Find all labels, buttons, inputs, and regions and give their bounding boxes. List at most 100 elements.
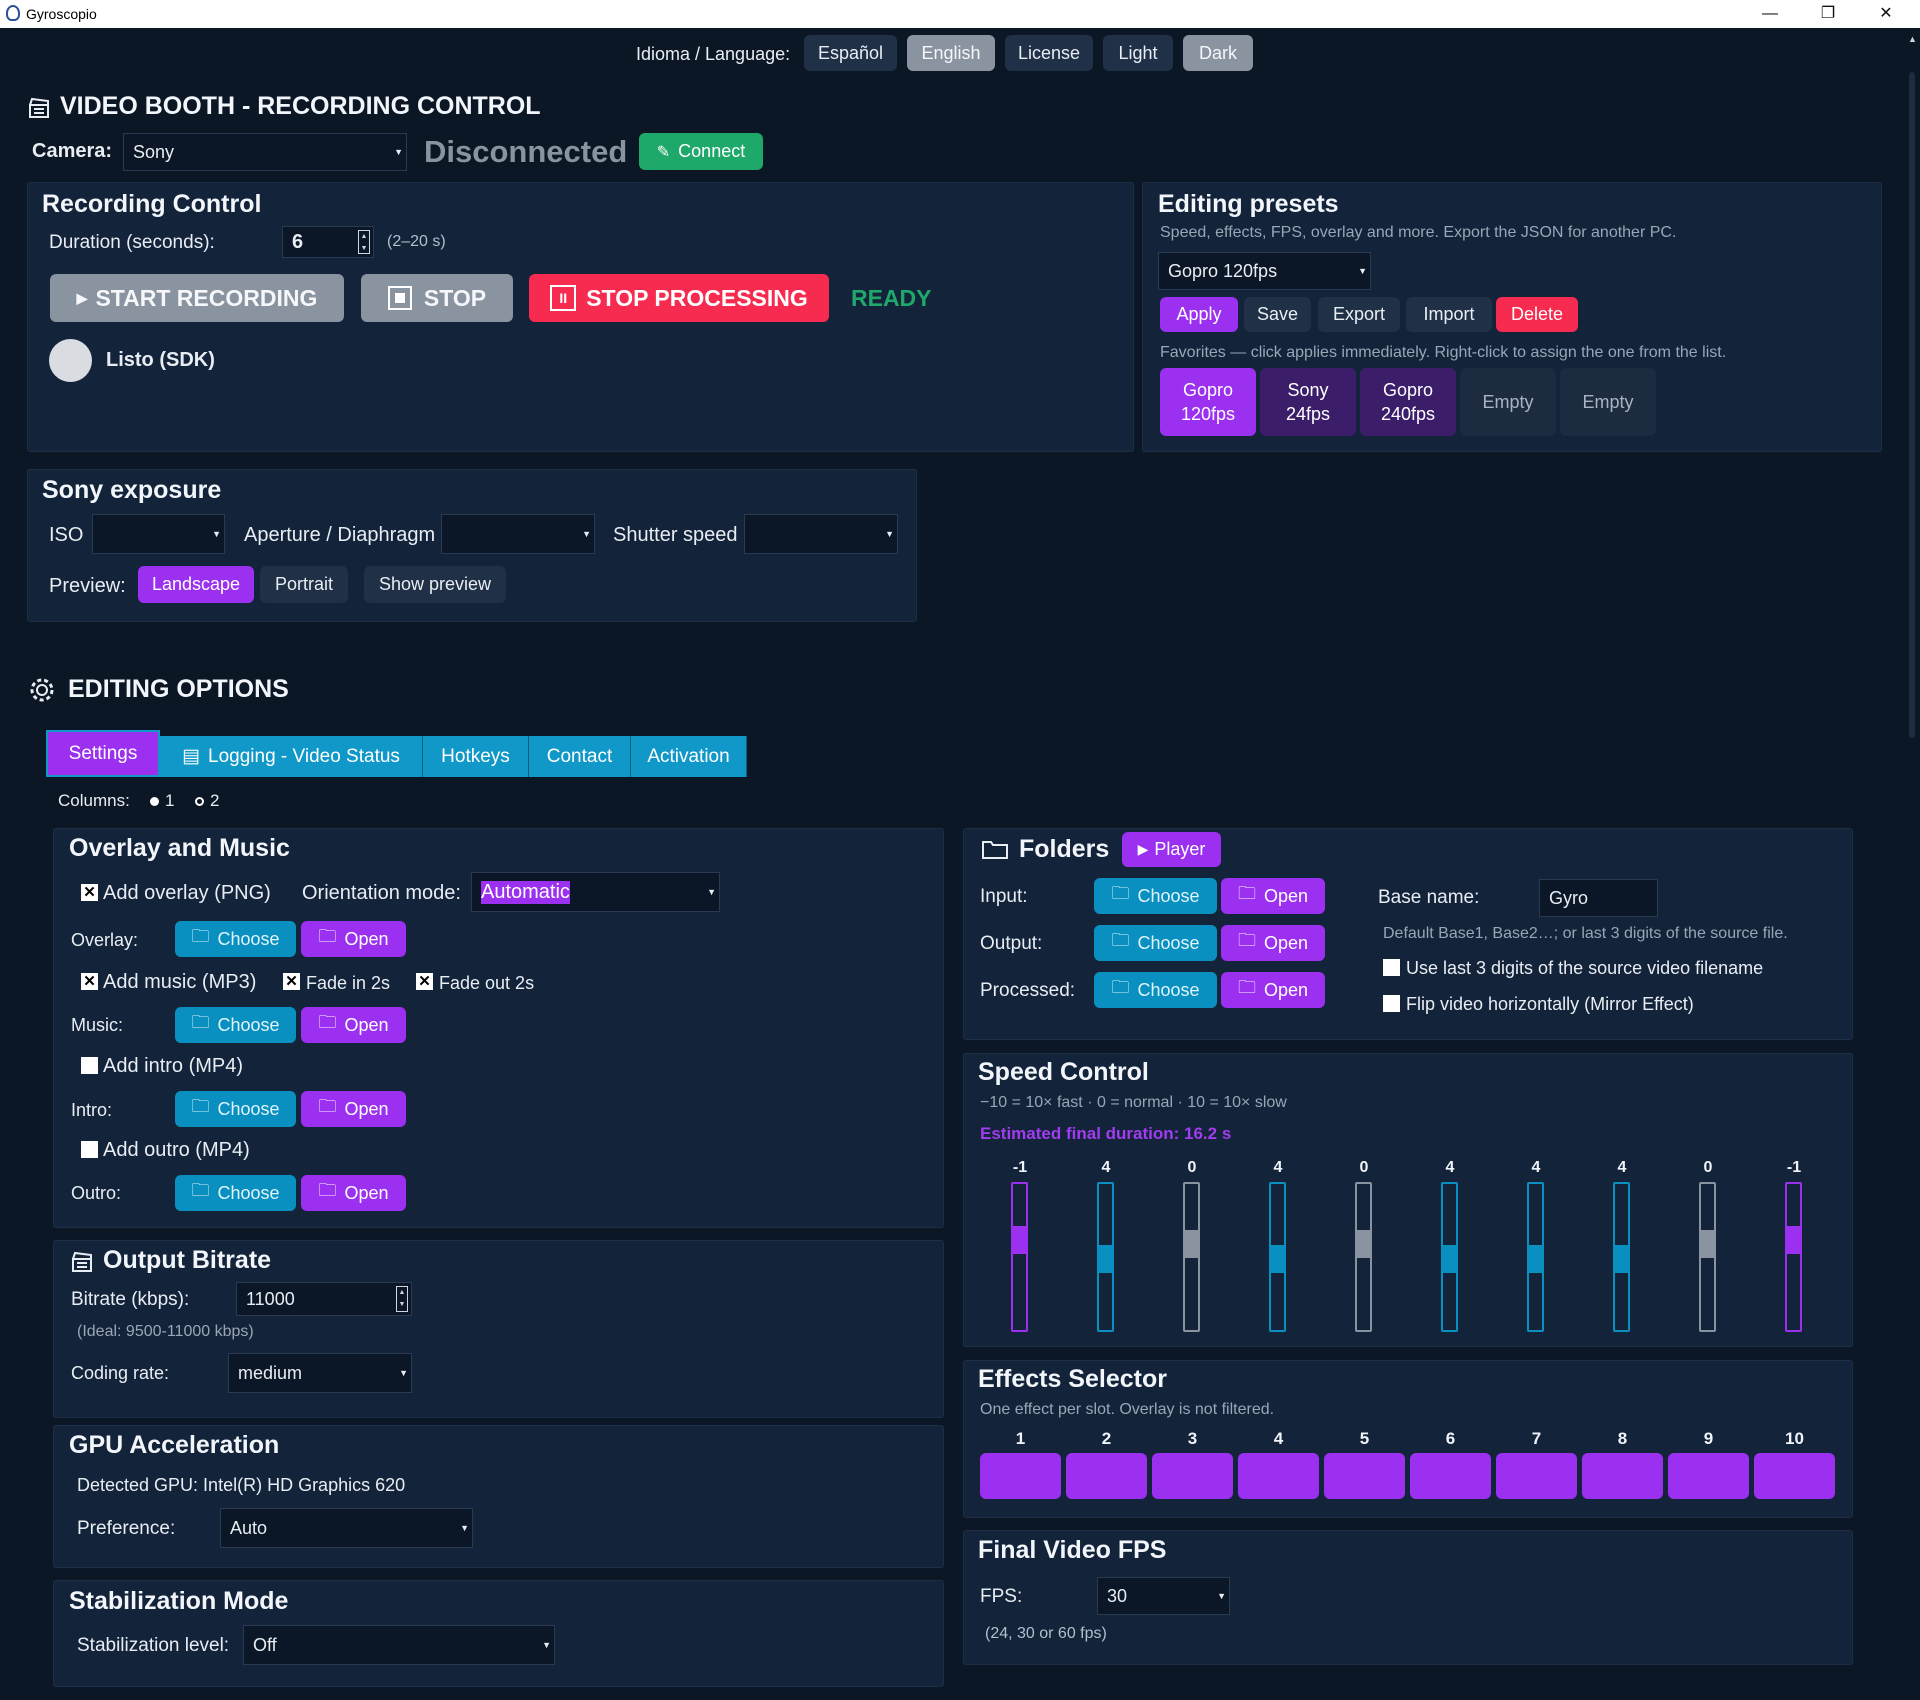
add-intro-checkbox[interactable] bbox=[81, 1057, 98, 1074]
start-recording-button[interactable]: ▶ START RECORDING bbox=[50, 274, 344, 322]
effect-slot-button[interactable] bbox=[1066, 1453, 1147, 1499]
bitrate-input[interactable]: 11000 ▲ ▼ bbox=[236, 1282, 412, 1316]
input-open-button[interactable]: 🗀 Open bbox=[1221, 878, 1325, 914]
preset-delete-button[interactable]: Delete bbox=[1496, 297, 1578, 332]
restore-button[interactable]: ❐ bbox=[1820, 5, 1836, 22]
speed-slider-knob[interactable] bbox=[1443, 1245, 1456, 1273]
base-name-input[interactable]: Gyro bbox=[1539, 879, 1658, 917]
effect-slot-button[interactable] bbox=[1324, 1453, 1405, 1499]
favorite-slot-4[interactable]: Empty bbox=[1460, 368, 1556, 436]
processed-open-button[interactable]: 🗀 Open bbox=[1221, 972, 1325, 1008]
theme-dark-button[interactable]: Dark bbox=[1183, 35, 1253, 71]
minimize-button[interactable]: — bbox=[1762, 5, 1778, 22]
preset-import-button[interactable]: Import bbox=[1406, 297, 1492, 332]
gpu-preference-select[interactable]: Auto ▼ bbox=[220, 1508, 473, 1548]
spinner-arrows-icon[interactable]: ▲ ▼ bbox=[358, 230, 370, 254]
processed-choose-button[interactable]: 🗀 Choose bbox=[1094, 972, 1217, 1008]
input-choose-button[interactable]: 🗀 Choose bbox=[1094, 878, 1217, 914]
tab-activation[interactable]: Activation bbox=[631, 736, 747, 777]
shutter-select[interactable]: ▼ bbox=[744, 514, 898, 554]
stop-button[interactable]: STOP bbox=[361, 274, 513, 322]
preset-save-button[interactable]: Save bbox=[1244, 297, 1311, 332]
output-choose-button[interactable]: 🗀 Choose bbox=[1094, 925, 1217, 961]
player-button[interactable]: ▶ Player bbox=[1122, 832, 1221, 867]
effect-slot-button[interactable] bbox=[1668, 1453, 1749, 1499]
close-button[interactable]: ✕ bbox=[1879, 5, 1893, 22]
speed-slider[interactable] bbox=[1097, 1182, 1114, 1332]
speed-slider[interactable] bbox=[1011, 1182, 1028, 1332]
add-music-checkbox[interactable]: ✕ bbox=[81, 973, 98, 990]
tab-hotkeys[interactable]: Hotkeys bbox=[423, 736, 529, 777]
preset-select[interactable]: Gopro 120fps ▼ bbox=[1158, 252, 1371, 290]
speed-slider[interactable] bbox=[1527, 1182, 1544, 1332]
fps-select[interactable]: 30 ▼ bbox=[1097, 1577, 1230, 1615]
effect-slot-button[interactable] bbox=[1754, 1453, 1835, 1499]
effect-slot-button[interactable] bbox=[1410, 1453, 1491, 1499]
fade-in-checkbox[interactable]: ✕ bbox=[283, 973, 300, 990]
outro-open-button[interactable]: 🗀 Open bbox=[301, 1175, 406, 1211]
speed-slider-knob[interactable] bbox=[1099, 1245, 1112, 1273]
effect-slot-button[interactable] bbox=[1152, 1453, 1233, 1499]
speed-slider-knob[interactable] bbox=[1529, 1245, 1542, 1273]
portrait-button[interactable]: Portrait bbox=[260, 566, 348, 603]
last3-digits-checkbox[interactable] bbox=[1383, 959, 1400, 976]
scroll-up-icon[interactable]: ▲ bbox=[1908, 34, 1917, 44]
tab-logging[interactable]: ▤ Logging - Video Status bbox=[160, 736, 423, 777]
intro-choose-button[interactable]: 🗀 Choose bbox=[175, 1091, 296, 1127]
speed-slider[interactable] bbox=[1269, 1182, 1286, 1332]
iso-select[interactable]: ▼ bbox=[92, 514, 225, 554]
speed-slider-knob[interactable] bbox=[1615, 1245, 1628, 1273]
orientation-select[interactable]: Automatic ▼ bbox=[471, 872, 720, 912]
speed-slider[interactable] bbox=[1785, 1182, 1802, 1332]
columns-radio-1[interactable] bbox=[150, 797, 159, 806]
preset-apply-button[interactable]: Apply bbox=[1160, 297, 1238, 332]
effect-slot-button[interactable] bbox=[1238, 1453, 1319, 1499]
intro-open-button[interactable]: 🗀 Open bbox=[301, 1091, 406, 1127]
spinner-arrows-icon[interactable]: ▲ ▼ bbox=[396, 1286, 408, 1312]
favorite-slot-1[interactable]: Gopro 120fps bbox=[1160, 368, 1256, 436]
speed-slider[interactable] bbox=[1613, 1182, 1630, 1332]
speed-slider-knob[interactable] bbox=[1271, 1245, 1284, 1273]
connect-button[interactable]: ✎ Connect bbox=[639, 133, 763, 170]
stabilization-level-select[interactable]: Off ▼ bbox=[243, 1625, 555, 1665]
tab-settings[interactable]: Settings bbox=[46, 730, 160, 777]
music-choose-button[interactable]: 🗀 Choose bbox=[175, 1007, 296, 1043]
stop-processing-button[interactable]: II STOP PROCESSING bbox=[529, 274, 829, 322]
speed-slider[interactable] bbox=[1441, 1182, 1458, 1332]
vertical-scrollbar[interactable]: ▲ bbox=[1904, 28, 1920, 1700]
show-preview-button[interactable]: Show preview bbox=[364, 566, 506, 603]
add-overlay-checkbox[interactable]: ✕ bbox=[81, 884, 98, 901]
coding-rate-select[interactable]: medium ▼ bbox=[228, 1353, 412, 1393]
speed-slider[interactable] bbox=[1699, 1182, 1716, 1332]
outro-choose-button[interactable]: 🗀 Choose bbox=[175, 1175, 296, 1211]
lang-english-button[interactable]: English bbox=[907, 35, 995, 71]
music-open-button[interactable]: 🗀 Open bbox=[301, 1007, 406, 1043]
scroll-thumb[interactable] bbox=[1909, 72, 1915, 738]
speed-slider[interactable] bbox=[1183, 1182, 1200, 1332]
flip-video-checkbox[interactable] bbox=[1383, 995, 1400, 1012]
fade-out-checkbox[interactable]: ✕ bbox=[416, 973, 433, 990]
overlay-choose-button[interactable]: 🗀 Choose bbox=[175, 921, 296, 957]
effect-slot-button[interactable] bbox=[980, 1453, 1061, 1499]
favorite-slot-3[interactable]: Gopro 240fps bbox=[1360, 368, 1456, 436]
columns-radio-2[interactable] bbox=[195, 797, 204, 806]
speed-slider-knob[interactable] bbox=[1357, 1230, 1370, 1258]
camera-select[interactable]: Sony ▼ bbox=[123, 133, 407, 171]
favorite-slot-5[interactable]: Empty bbox=[1560, 368, 1656, 436]
favorite-slot-2[interactable]: Sony 24fps bbox=[1260, 368, 1356, 436]
overlay-open-button[interactable]: 🗀 Open bbox=[301, 921, 406, 957]
preset-export-button[interactable]: Export bbox=[1318, 297, 1400, 332]
add-outro-checkbox[interactable] bbox=[81, 1141, 98, 1158]
speed-slider-knob[interactable] bbox=[1701, 1230, 1714, 1258]
license-button[interactable]: License bbox=[1005, 35, 1093, 71]
effect-slot-button[interactable] bbox=[1582, 1453, 1663, 1499]
output-open-button[interactable]: 🗀 Open bbox=[1221, 925, 1325, 961]
duration-input[interactable]: 6 ▲ ▼ bbox=[282, 226, 374, 258]
lang-espanol-button[interactable]: Español bbox=[804, 35, 897, 71]
effect-slot-button[interactable] bbox=[1496, 1453, 1577, 1499]
speed-slider-knob[interactable] bbox=[1787, 1226, 1800, 1255]
tab-contact[interactable]: Contact bbox=[529, 736, 631, 777]
landscape-button[interactable]: Landscape bbox=[138, 566, 254, 603]
speed-slider[interactable] bbox=[1355, 1182, 1372, 1332]
theme-light-button[interactable]: Light bbox=[1103, 35, 1173, 71]
